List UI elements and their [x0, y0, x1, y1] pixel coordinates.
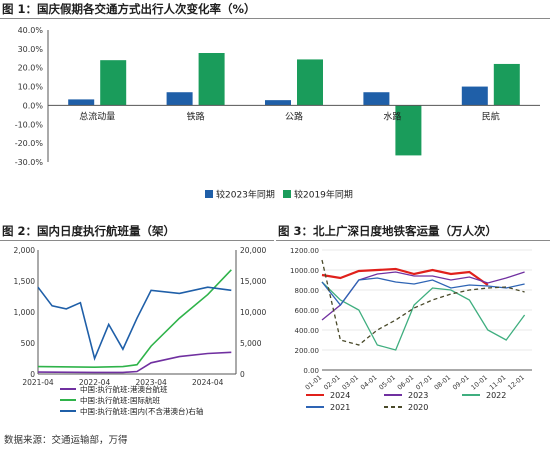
x-tick-label: 06-01	[396, 373, 416, 391]
category-label: 民航	[482, 110, 500, 122]
y-tick-label: 20.0%	[18, 64, 44, 73]
bar	[395, 105, 422, 156]
legend-label: 2020	[408, 403, 428, 412]
x-tick-label: 05-01	[377, 373, 397, 391]
figure2-title: 图 2：国内日度执行航班量（架）	[2, 224, 176, 238]
bar	[297, 59, 323, 106]
legend-swatch	[205, 190, 213, 198]
category-label: 铁路	[187, 110, 205, 122]
figure1-title: 图 1：国庆假期各交通方式出行人次变化率（%）	[2, 2, 256, 16]
category-label: 公路	[285, 110, 303, 122]
y-tick-label: 200.00	[295, 347, 320, 355]
category-label: 水路	[383, 110, 401, 122]
x-tick-label: 2021-04	[22, 378, 54, 387]
category-label: 总流动量	[79, 110, 115, 122]
y-tick-label: 600.00	[295, 307, 320, 315]
y-left-tick-label: 1,000	[14, 308, 36, 317]
y-right-tick-label: 0	[240, 370, 245, 379]
bar	[265, 100, 291, 106]
legend-label: 2024	[330, 391, 350, 400]
series-line	[37, 269, 232, 369]
bar	[100, 60, 127, 106]
bar	[68, 99, 95, 106]
figure1-bar-chart: 40.0% 30.0% 20.0% 10.0% 0.0% -10.0% -20.0% -30.…	[15, 26, 540, 201]
y-tick-label: 10.0%	[18, 83, 44, 92]
y-right-tick-label: 15,000	[240, 277, 266, 286]
y-left-tick-label: 2,000	[14, 246, 36, 255]
y-left-tick-label: 1,500	[14, 277, 36, 286]
figure3-title: 图 3：北上广深日度地铁客运量（万人次）	[278, 224, 498, 238]
figure3-line-chart: 1200.00 1000.00 800.00 600.00 400.00 200.00 0.…	[290, 247, 532, 412]
legend-label: 2021	[330, 403, 350, 412]
bar	[493, 63, 520, 106]
legend-label: 中国:执行航班:港澳台航班	[80, 384, 168, 394]
y-tick-label: 1000.00	[290, 267, 319, 275]
x-tick-label: 2022-04	[79, 378, 111, 387]
figure2-line-chart: 2,000 1,500 1,000 500 0 20,000 15,000 10,000 5,0…	[14, 246, 267, 416]
x-tick-label: 02-01	[322, 373, 342, 391]
legend-label: 中国:执行航班:国际航班	[80, 395, 161, 405]
y-left-tick-label: 500	[21, 339, 36, 348]
y-tick-label: 0.0%	[23, 101, 44, 110]
x-tick-label: 08-01	[433, 373, 453, 391]
x-tick-label: 10-01	[469, 373, 489, 391]
y-right-tick-label: 20,000	[240, 246, 266, 255]
y-right-tick-label: 5,000	[240, 339, 262, 348]
x-tick-label: 2024-04	[192, 378, 224, 387]
y-tick-label: 30.0%	[18, 45, 44, 54]
y-tick-label: 40.0%	[18, 26, 44, 35]
legend-swatch	[283, 190, 291, 198]
bar	[198, 53, 225, 106]
legend-label: 2022	[486, 391, 506, 400]
bar	[461, 86, 488, 106]
y-tick-label: 0.00	[303, 367, 319, 375]
bar	[166, 92, 193, 106]
x-tick-label: 03-01	[341, 373, 361, 391]
y-tick-label: 400.00	[295, 327, 320, 335]
series-line	[37, 286, 232, 362]
series-line	[321, 277, 525, 307]
source-note: 数据来源：交通运输部，万得	[4, 435, 128, 446]
y-left-tick-label: 0	[30, 370, 35, 379]
x-tick-label: 07-01	[414, 373, 434, 391]
legend-label: 2023	[408, 391, 428, 400]
figure2-header: 图 2：国内日度执行航班量（架）	[0, 222, 274, 241]
figure1-header: 图 1：国庆假期各交通方式出行人次变化率（%）	[0, 0, 550, 19]
y-tick-label: 1200.00	[290, 247, 319, 255]
x-tick-label: 12-01	[506, 373, 526, 391]
x-tick-label: 2023-04	[135, 378, 167, 387]
y-tick-label: -20.0%	[15, 139, 44, 148]
figure3-header: 图 3：北上广深日度地铁客运量（万人次）	[276, 222, 550, 241]
series-line	[321, 259, 525, 346]
legend-label: 较2019年同期	[294, 189, 353, 201]
y-tick-label: -10.0%	[15, 120, 44, 129]
x-tick-label: 09-01	[451, 373, 471, 391]
bar	[363, 92, 390, 106]
series-line	[37, 351, 232, 374]
series-line	[321, 281, 526, 351]
x-tick-label: 11-01	[488, 373, 508, 391]
y-tick-label: -30.0%	[15, 158, 44, 167]
legend-label: 中国:执行航班:国内(不含港澳台)右轴	[80, 406, 203, 416]
y-right-tick-label: 10,000	[240, 308, 266, 317]
x-tick-label: 04-01	[359, 373, 379, 391]
legend-label: 较2023年同期	[216, 189, 275, 201]
y-tick-label: 800.00	[295, 287, 320, 295]
x-tick-label: 01-01	[304, 373, 324, 391]
series-line	[321, 267, 489, 286]
